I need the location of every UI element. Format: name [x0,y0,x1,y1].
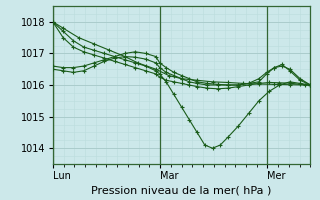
X-axis label: Pression niveau de la mer( hPa ): Pression niveau de la mer( hPa ) [92,185,272,195]
